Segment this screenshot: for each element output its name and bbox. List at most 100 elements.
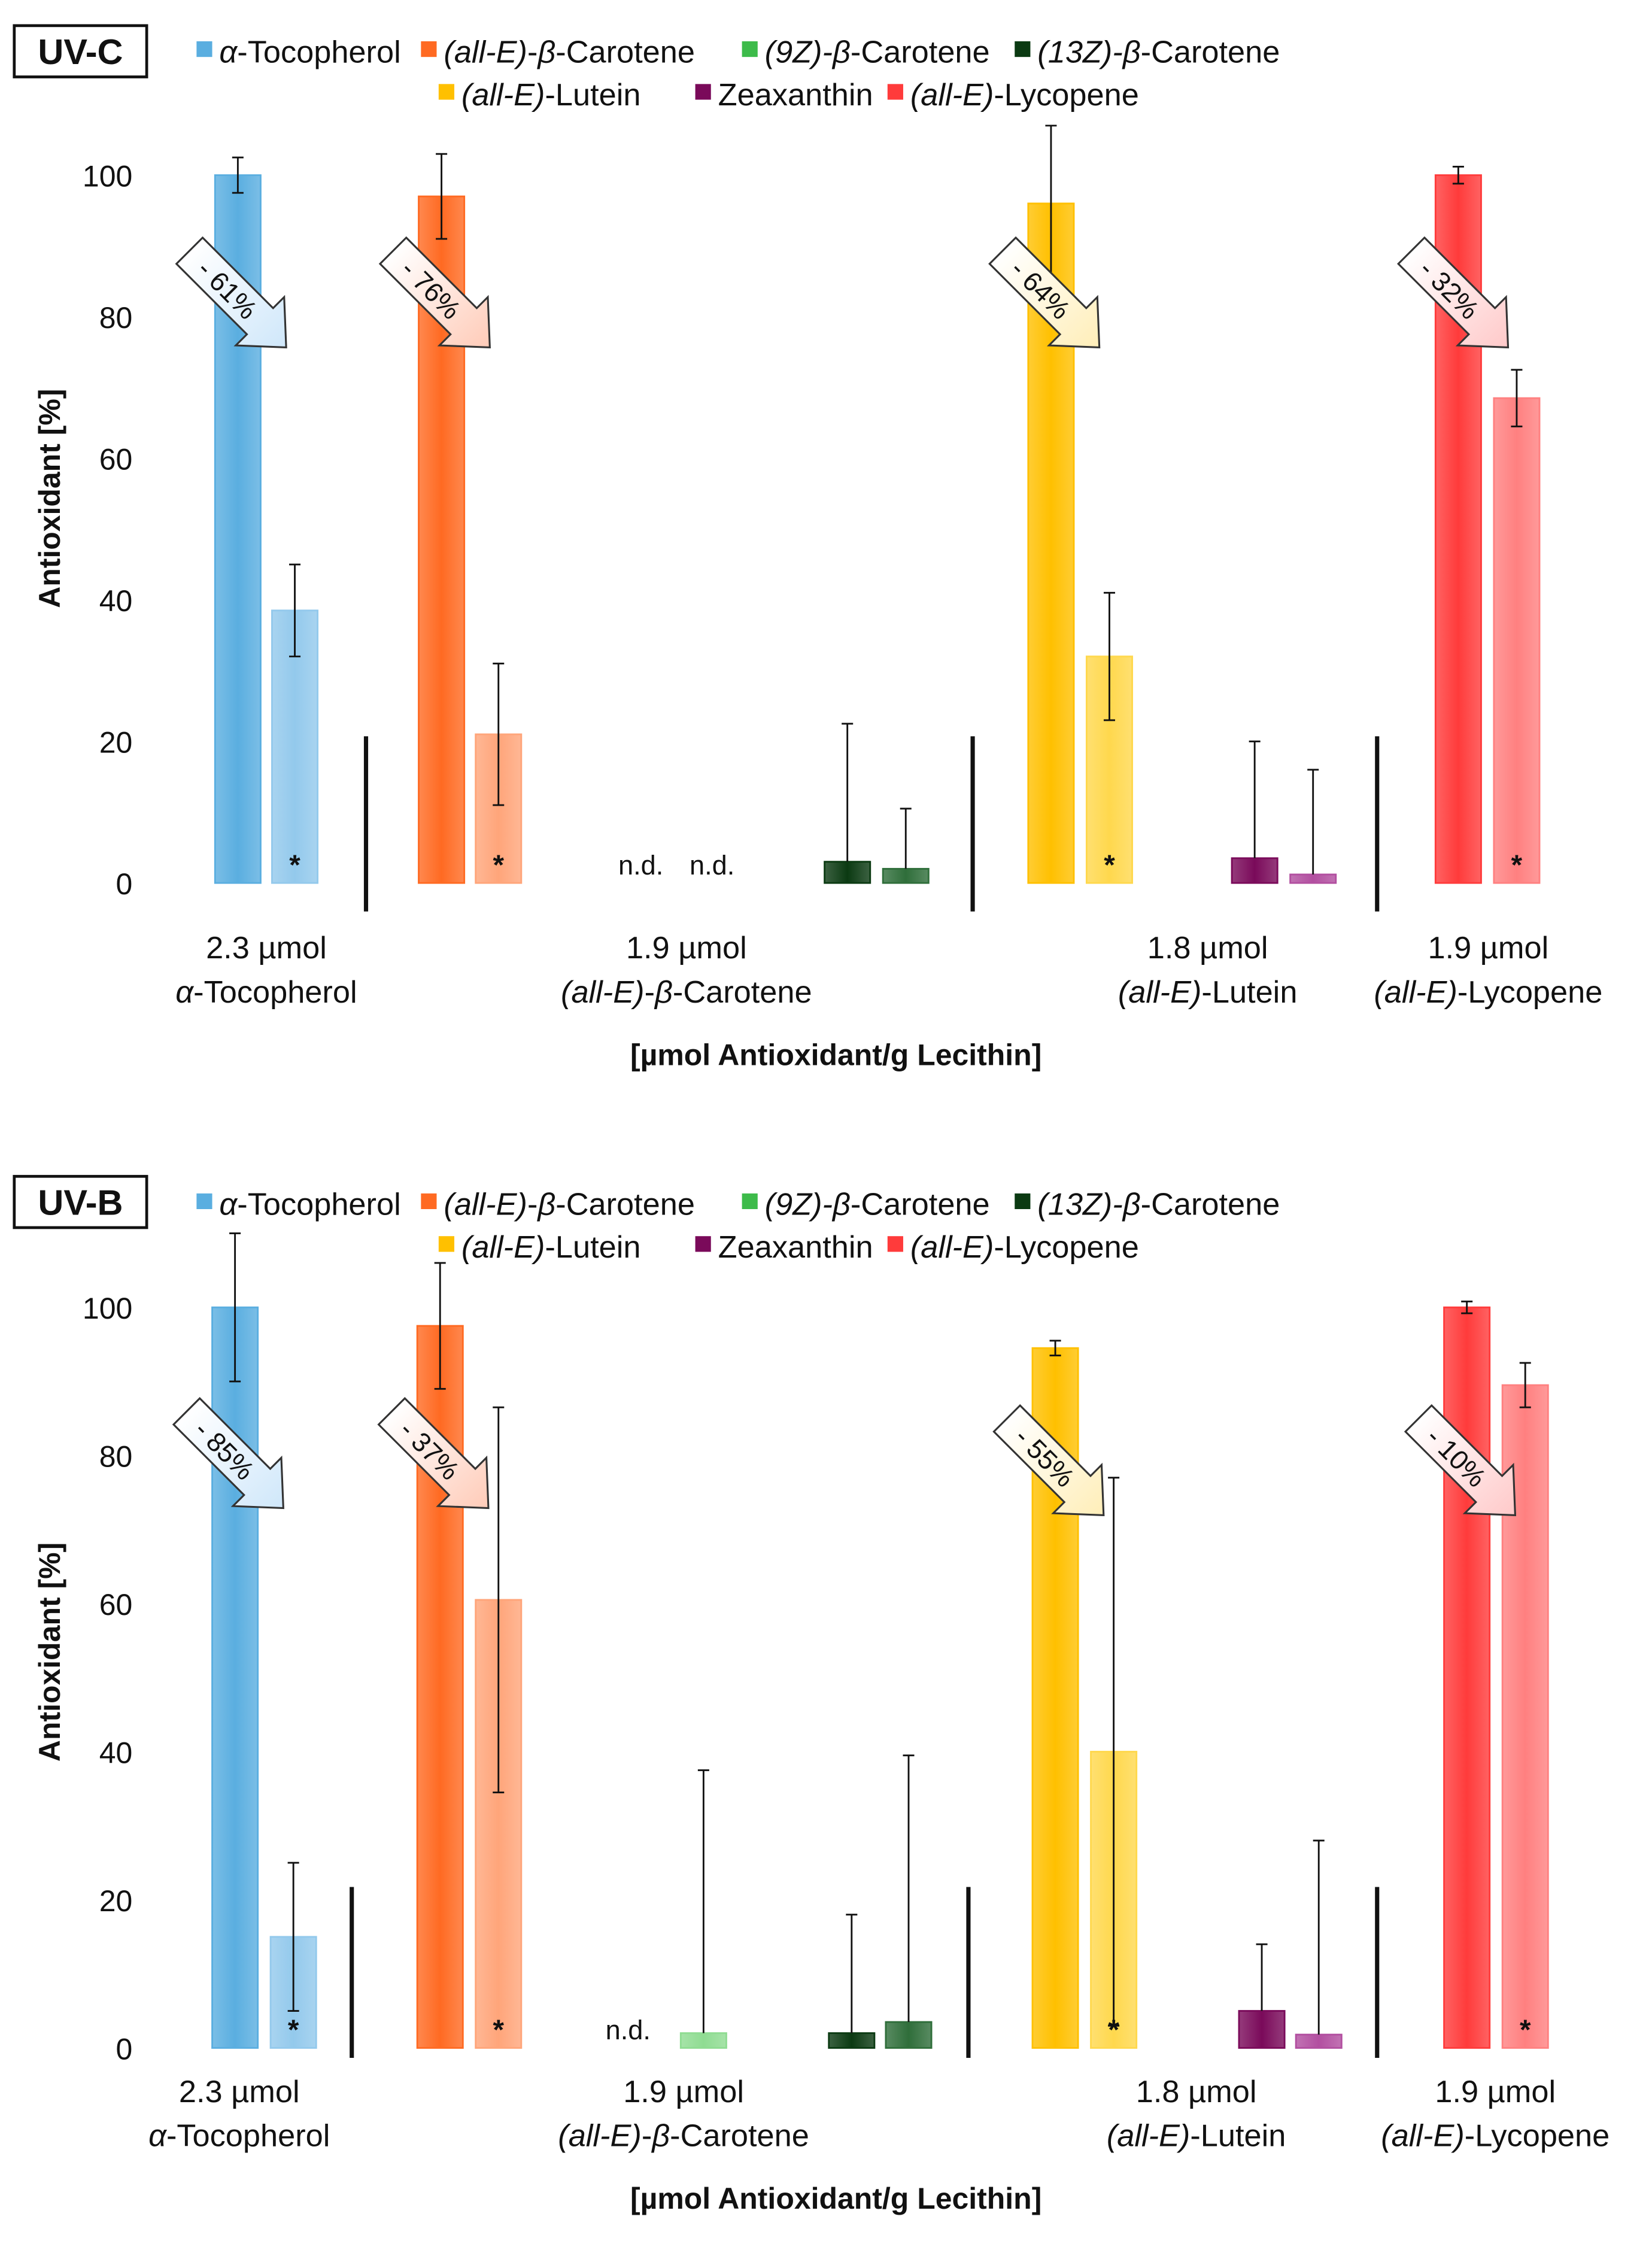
legend-label-part: (9Z)-β	[765, 1188, 851, 1222]
arrow-shape	[992, 1404, 1105, 1517]
category-amount: 1.8 µmol	[1136, 2075, 1257, 2109]
category-name-part: -Lycopene	[1465, 2119, 1610, 2154]
legend-label-part: -Carotene	[851, 1188, 990, 1222]
legend-label: (all-E)-Lutein	[461, 78, 641, 113]
category-name: (all-E)-Lycopene	[1374, 975, 1602, 1010]
y-tick-label: 60	[99, 1588, 133, 1622]
legend-label-part: -Carotene	[555, 1188, 695, 1222]
legend-swatch	[1015, 41, 1031, 57]
category-amount: 1.9 µmol	[1435, 2075, 1556, 2109]
y-tick-label: 20	[99, 1884, 133, 1918]
bar-zea-before	[1231, 857, 1279, 884]
legend-swatch	[196, 41, 212, 57]
category-amount: 1.9 µmol	[626, 931, 747, 965]
y-tick-label: 80	[99, 301, 133, 335]
category-name-part: (all-E)	[558, 2119, 642, 2154]
legend-label: (all-E)-β-Carotene	[444, 1188, 695, 1222]
legend-swatch	[421, 1193, 437, 1209]
legend-swatch	[695, 84, 711, 100]
category-name: (all-E)-Lutein	[1107, 2119, 1286, 2154]
panel-title: UV-C	[38, 32, 123, 72]
legend-label-part: -Lutein	[545, 78, 640, 113]
legend-label-part: -	[527, 35, 537, 70]
legend-item-toc: α-Tocopherol	[196, 1188, 401, 1222]
category-name: α-Tocopherol	[175, 975, 357, 1010]
y-tick-label: 100	[83, 160, 132, 193]
y-axis-label: Antioxidant [%]	[33, 389, 66, 608]
legend-label: (all-E)-Lutein	[461, 1230, 641, 1265]
panel-title-box	[13, 24, 148, 78]
category-name: α-Tocopherol	[148, 2119, 330, 2154]
legend-item-zea: Zeaxanthin	[695, 1230, 873, 1265]
y-tick-label: 20	[99, 726, 133, 760]
legend-label-part: α	[219, 1188, 238, 1222]
legend-label: (13Z)-β-Carotene	[1037, 1188, 1280, 1222]
y-tick-label: 60	[99, 443, 133, 476]
arrow-shape	[1396, 236, 1510, 349]
not-detected-label: n.d.	[618, 850, 663, 880]
category-name-part: -	[645, 975, 655, 1010]
bar-lyc-before	[1443, 1306, 1491, 2049]
category-name: (all-E)-Lycopene	[1381, 2119, 1610, 2154]
arrow-shape	[377, 1396, 490, 1510]
legend-item-lyc: (all-E)-Lycopene	[887, 1230, 1139, 1265]
category-name-part: β	[654, 975, 673, 1010]
bar-c13z-before	[828, 2032, 876, 2049]
y-tick-label: 0	[116, 867, 133, 901]
legend-label-part: -Carotene	[1141, 35, 1280, 70]
arrow-shape	[378, 236, 491, 349]
y-axis-label: Antioxidant [%]	[33, 1543, 66, 1762]
legend-label-part: -Tocopherol	[237, 1188, 400, 1222]
significance-asterisk: *	[1104, 849, 1115, 881]
legend-label: (all-E)-Lycopene	[910, 1230, 1139, 1265]
bar-zea-after	[1289, 873, 1337, 884]
legend-label-part: α	[219, 35, 238, 70]
category-amount: 1.9 µmol	[1428, 931, 1548, 965]
legend-label-part: (all-E)	[461, 78, 545, 113]
legend-label-part: (all-E)	[910, 1230, 994, 1265]
y-tick-label: 100	[83, 1292, 132, 1325]
y-tick-label: 80	[99, 1440, 133, 1474]
legend-item-lut: (all-E)-Lutein	[438, 78, 641, 113]
legend-label: (9Z)-β-Carotene	[765, 1188, 990, 1222]
category-name: (all-E)-β-Carotene	[561, 975, 812, 1010]
category-amount: 2.3 µmol	[179, 2075, 300, 2109]
legend-label: α-Tocopherol	[219, 35, 400, 70]
panel-title: UV-B	[38, 1183, 123, 1223]
significance-asterisk: *	[493, 2014, 505, 2046]
legend-label-part: -Lycopene	[994, 1230, 1138, 1265]
legend-swatch	[1015, 1193, 1031, 1209]
legend-label-part: -Lycopene	[994, 78, 1138, 113]
category-name-part: -Lutein	[1190, 2119, 1286, 2154]
arrow-shape	[175, 236, 287, 349]
panel-uv-b: UV-B α-Tocopherol (all-E)-β-Carotene (9Z)-β…	[13, 1174, 1610, 2215]
category-name-part: α	[175, 975, 195, 1010]
category-name-part: (all-E)	[1118, 975, 1202, 1010]
significance-asterisk: *	[289, 849, 300, 881]
x-axis-title: [µmol Antioxidant/g Lecithin]	[630, 2182, 1041, 2215]
legend-label-part: (all-E)	[910, 78, 994, 113]
legend-label: (13Z)-β-Carotene	[1037, 35, 1280, 70]
legend-label-part: Zeaxanthin	[718, 1230, 873, 1265]
legend-label-part: -Carotene	[851, 35, 990, 70]
bar-zea-after	[1295, 2033, 1343, 2049]
legend-swatch	[742, 41, 758, 57]
legend-swatch	[887, 1236, 903, 1252]
legend-swatch	[742, 1193, 758, 1209]
legend-item-c9z: (9Z)-β-Carotene	[742, 35, 990, 70]
category-name-part: (all-E)	[1381, 2119, 1465, 2154]
arrow-shape	[988, 236, 1101, 349]
legend-label-part: -Carotene	[1141, 1188, 1280, 1222]
legend-label-part: (all-E)	[444, 1188, 527, 1222]
legend-label-part: (13Z)-β	[1037, 35, 1140, 70]
category-name-part: -Lycopene	[1457, 975, 1602, 1010]
category-amount: 1.9 µmol	[623, 2075, 744, 2109]
legend-label: (all-E)-Lycopene	[910, 78, 1139, 113]
legend-swatch	[887, 84, 903, 100]
legend-item-c13z: (13Z)-β-Carotene	[1015, 35, 1280, 70]
legend-swatch	[438, 1236, 455, 1252]
legend-item-car: (all-E)-β-Carotene	[421, 1188, 695, 1222]
category-name-part: (all-E)	[1107, 2119, 1191, 2154]
not-detected-label: n.d.	[606, 2015, 651, 2045]
category-name-part: -Tocopherol	[166, 2119, 330, 2154]
